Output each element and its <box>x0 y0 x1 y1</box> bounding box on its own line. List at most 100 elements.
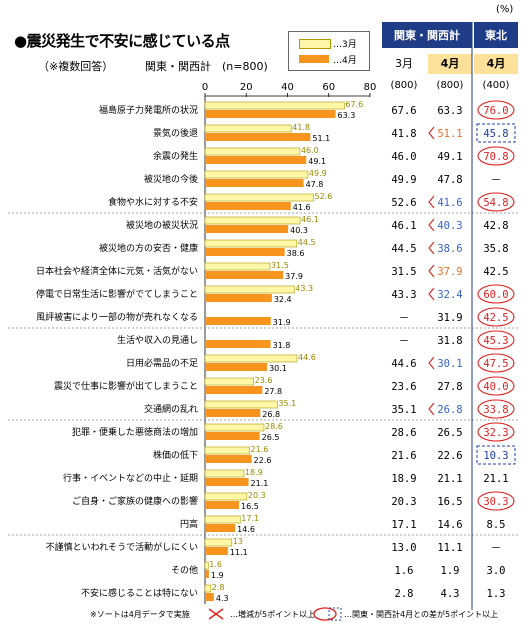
x-tick-label: 0 <box>202 82 208 93</box>
table-tohoku-value: 45.3 <box>483 335 508 347</box>
table-april-value: 32.4 <box>437 289 462 301</box>
table-tohoku-value: 1.3 <box>487 588 506 600</box>
bar-march <box>204 285 295 294</box>
footer-sort-note: ※ソートは4月データで実施 <box>90 610 190 619</box>
bar-april <box>205 524 236 532</box>
data-label-march: 13 <box>233 537 243 546</box>
table-march-value: 28.6 <box>391 427 416 439</box>
category-label: 福島原子力発電所の状況 <box>99 104 198 116</box>
table-tohoku-value: － <box>491 542 502 554</box>
table-tohoku-value: 32.3 <box>483 427 508 439</box>
category-label: 震災で仕事に影響が出てしまうこと <box>54 380 198 392</box>
data-label-march: 49.9 <box>309 169 327 178</box>
table-april-value: 38.6 <box>437 243 462 255</box>
bar-april <box>205 409 261 417</box>
category-label: ご自身・ご家族の健康への影響 <box>72 495 198 507</box>
table-april-value: 1.9 <box>441 565 460 577</box>
data-label-march: 23.6 <box>255 376 273 385</box>
bar-march <box>204 377 254 386</box>
bar-april <box>205 156 307 164</box>
change-marker-icon <box>428 126 435 140</box>
bar-april <box>205 432 260 440</box>
chart-subtitle: 関東・関西計 (n=800) <box>145 60 268 73</box>
legend-label-april: …4月 <box>333 56 357 66</box>
table-march-value: 52.6 <box>391 197 416 209</box>
legend-swatch-march <box>299 39 331 49</box>
tohoku-dashbox-marker <box>476 123 516 143</box>
table-march-value: － <box>399 312 410 324</box>
change-marker-icon <box>428 402 435 416</box>
table-tohoku-value: 3.0 <box>487 565 506 577</box>
col-header-march: 3月 <box>395 57 413 70</box>
data-label-march: 31.5 <box>271 261 289 270</box>
tohoku-circle-marker <box>477 422 515 442</box>
bar-april <box>205 271 284 279</box>
data-label-march: 46.0 <box>301 146 319 155</box>
table-march-value: 13.0 <box>391 542 416 554</box>
bar-april <box>205 501 240 509</box>
tohoku-circle-marker <box>477 192 515 212</box>
table-tohoku-value: 40.0 <box>483 381 508 393</box>
table-april-value: 31.9 <box>437 312 462 324</box>
category-label: 生活や収入の見通し <box>117 334 198 346</box>
col-header-april: 4月 <box>428 54 472 74</box>
table-march-value: 46.1 <box>391 220 416 232</box>
multiple-answer-note: （※複数回答） <box>38 60 114 73</box>
footer-circle-label: …関東・関西計4月との差が5ポイント以上 <box>344 610 499 619</box>
data-label-april: 37.9 <box>285 272 303 281</box>
table-tohoku-value: 70.8 <box>483 151 508 163</box>
bar-april <box>205 317 271 325</box>
change-marker-icon <box>428 356 435 370</box>
category-label: その他 <box>171 564 198 576</box>
table-april-value: 21.1 <box>437 473 462 485</box>
bar-march <box>204 354 298 363</box>
data-label-april: 27.8 <box>264 387 282 396</box>
table-tohoku-value: 35.8 <box>483 243 508 255</box>
x-tick-label: 60 <box>322 82 335 93</box>
table-tohoku-value: 42.8 <box>483 220 508 232</box>
bar-april <box>205 294 272 302</box>
category-label: 不謹慎といわれそうで活動がしにくい <box>46 541 198 553</box>
data-label-april: 26.8 <box>262 410 280 419</box>
tohoku-circle-marker <box>477 146 515 166</box>
data-label-march: 43.3 <box>295 284 313 293</box>
col-n-march: (800) <box>390 80 418 91</box>
category-label: 被災地の方の安否・健康 <box>99 242 198 254</box>
bar-april <box>205 363 268 371</box>
table-march-value: 21.6 <box>391 450 416 462</box>
bar-march <box>204 124 292 133</box>
bar-march <box>204 193 314 202</box>
table-tohoku-value: 8.5 <box>487 519 506 531</box>
data-label-april: 11.1 <box>230 548 248 557</box>
bar-march <box>204 147 301 156</box>
category-label: 被災地の今後 <box>144 173 198 185</box>
footer-cross-label: …増減が5ポイント以上 <box>230 610 316 619</box>
table-march-value: 17.1 <box>391 519 416 531</box>
table-april-value: 40.3 <box>437 220 462 232</box>
category-label: 円高 <box>180 518 198 530</box>
tohoku-circle-marker <box>477 353 515 373</box>
data-label-april: 14.6 <box>237 525 255 534</box>
unit-label: (%) <box>496 4 514 15</box>
bar-april <box>205 110 336 118</box>
category-label: 犯罪・便乗した悪徳商法の増加 <box>72 426 198 438</box>
table-april-value: 14.6 <box>437 519 462 531</box>
data-label-march: 41.8 <box>292 123 310 132</box>
bar-april <box>205 202 291 210</box>
legend: …3月 …4月 <box>288 31 370 71</box>
tohoku-circle-marker <box>477 491 515 511</box>
data-label-march: 44.6 <box>298 353 316 362</box>
table-tohoku-value: 60.0 <box>483 289 508 301</box>
tohoku-circle-marker <box>477 376 515 396</box>
table-april-value: 47.8 <box>437 174 462 186</box>
table-tohoku-value: 42.5 <box>483 266 508 278</box>
data-label-march: 17.1 <box>241 514 259 523</box>
data-label-april: 47.8 <box>306 180 324 189</box>
dashbox-marker-icon <box>328 607 342 621</box>
change-marker-icon <box>428 287 435 301</box>
col-n-tohoku: (400) <box>482 80 510 91</box>
data-label-april: 21.1 <box>251 479 269 488</box>
data-label-april: 31.8 <box>273 341 291 350</box>
table-march-value: 41.8 <box>391 128 416 140</box>
cross-marker-icon <box>208 608 224 620</box>
